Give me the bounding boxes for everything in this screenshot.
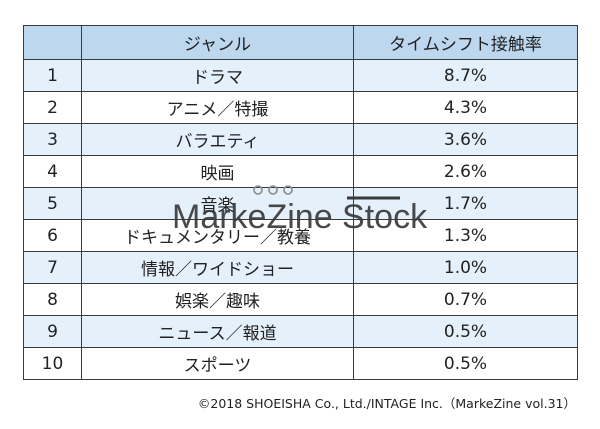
rate-cell: 8.7% xyxy=(353,59,578,92)
table-row: 8 娯楽／趣味 0.7% xyxy=(23,283,578,316)
genre-cell: 娯楽／趣味 xyxy=(81,283,354,316)
rate-cell: 1.3% xyxy=(353,219,578,252)
table-row: 2 アニメ／特撮 4.3% xyxy=(23,91,578,124)
rate-cell: 2.6% xyxy=(353,155,578,188)
genre-cell: ドラマ xyxy=(81,59,354,92)
genre-cell: バラエティ xyxy=(81,123,354,156)
rank-cell: 4 xyxy=(23,155,82,188)
table-row: 5 音楽 1.7% xyxy=(23,187,578,220)
genre-cell: ドキュメンタリー／教養 xyxy=(81,219,354,252)
rate-cell: 3.6% xyxy=(353,123,578,156)
rank-cell: 7 xyxy=(23,251,82,284)
rate-cell: 1.7% xyxy=(353,187,578,220)
rate-cell: 1.0% xyxy=(353,251,578,284)
genre-cell: アニメ／特撮 xyxy=(81,91,354,124)
table-row: 3 バラエティ 3.6% xyxy=(23,123,578,156)
rate-cell: 4.3% xyxy=(353,91,578,124)
table-row: 9 ニュース／報道 0.5% xyxy=(23,315,578,348)
genre-cell: ニュース／報道 xyxy=(81,315,354,348)
table-row: 1 ドラマ 8.7% xyxy=(23,59,578,92)
table-row: 7 情報／ワイドショー 1.0% xyxy=(23,251,578,284)
rank-cell: 9 xyxy=(23,315,82,348)
genre-cell: 映画 xyxy=(81,155,354,188)
ranking-table: ジャンル タイムシフト接触率 1 ドラマ 8.7% 2 アニメ／特撮 4.3% … xyxy=(23,25,578,380)
table-row: 10 スポーツ 0.5% xyxy=(23,347,578,380)
rate-cell: 0.5% xyxy=(353,315,578,348)
rank-cell: 3 xyxy=(23,123,82,156)
rank-cell: 1 xyxy=(23,59,82,92)
genre-cell: 音楽 xyxy=(81,187,354,220)
table-row: 4 映画 2.6% xyxy=(23,155,578,188)
header-rate: タイムシフト接触率 xyxy=(353,25,578,60)
rank-cell: 2 xyxy=(23,91,82,124)
rate-cell: 0.7% xyxy=(353,283,578,316)
genre-cell: 情報／ワイドショー xyxy=(81,251,354,284)
rank-cell: 10 xyxy=(23,347,82,380)
rank-cell: 5 xyxy=(23,187,82,220)
table-header-row: ジャンル タイムシフト接触率 xyxy=(23,25,578,60)
genre-cell: スポーツ xyxy=(81,347,354,380)
rank-cell: 8 xyxy=(23,283,82,316)
table-row: 6 ドキュメンタリー／教養 1.3% xyxy=(23,219,578,252)
rate-cell: 0.5% xyxy=(353,347,578,380)
copyright-notice: ©2018 SHOEISHA Co., Ltd./INTAGE Inc.（Mar… xyxy=(197,396,576,411)
header-genre: ジャンル xyxy=(81,25,354,60)
rank-cell: 6 xyxy=(23,219,82,252)
header-rank xyxy=(23,25,82,60)
